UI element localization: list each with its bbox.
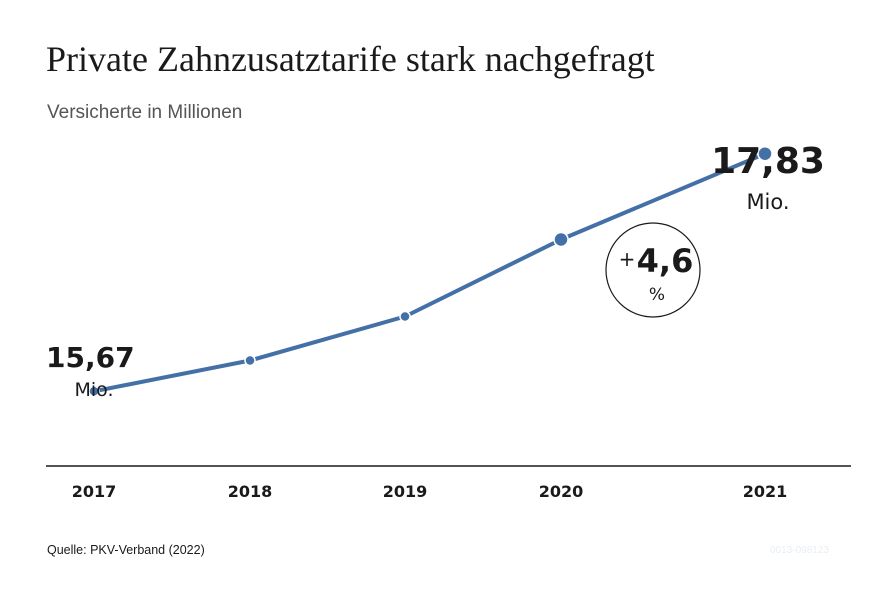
x-tick-label-2018: 2018	[228, 482, 273, 501]
data-point-2017	[88, 385, 100, 398]
change-badge: + 4,6 %	[605, 222, 701, 318]
start-unit-label: Mio.	[74, 379, 113, 401]
data-point-2020	[553, 231, 569, 248]
change-sign: +	[619, 247, 636, 271]
change-unit: %	[649, 285, 665, 305]
chart-subtitle: Versicherte in Millionen	[47, 102, 243, 123]
data-point-2019	[399, 310, 411, 323]
data-points	[88, 145, 773, 398]
chart-title: Private Zahnzusatztarife stark nachgefra…	[46, 39, 655, 79]
end-unit-label: Mio.	[746, 190, 789, 214]
end-value-label: 17,83	[711, 141, 825, 182]
x-tick-label-2021: 2021	[743, 482, 788, 501]
x-tick-labels: 2017 2018 2019 2020 2021	[72, 482, 788, 501]
x-tick-label-2020: 2020	[539, 482, 584, 501]
change-badge-circle	[605, 222, 701, 318]
data-point-2021	[757, 145, 773, 162]
source-note: Quelle: PKV-Verband (2022)	[47, 543, 205, 557]
start-value-label: 15,67	[46, 341, 135, 374]
x-tick-label-2017: 2017	[72, 482, 117, 501]
data-point-2018	[244, 354, 256, 367]
change-value: 4,6	[637, 242, 694, 280]
x-tick-label-2019: 2019	[383, 482, 428, 501]
reference-id: 0013-098123	[770, 545, 829, 556]
